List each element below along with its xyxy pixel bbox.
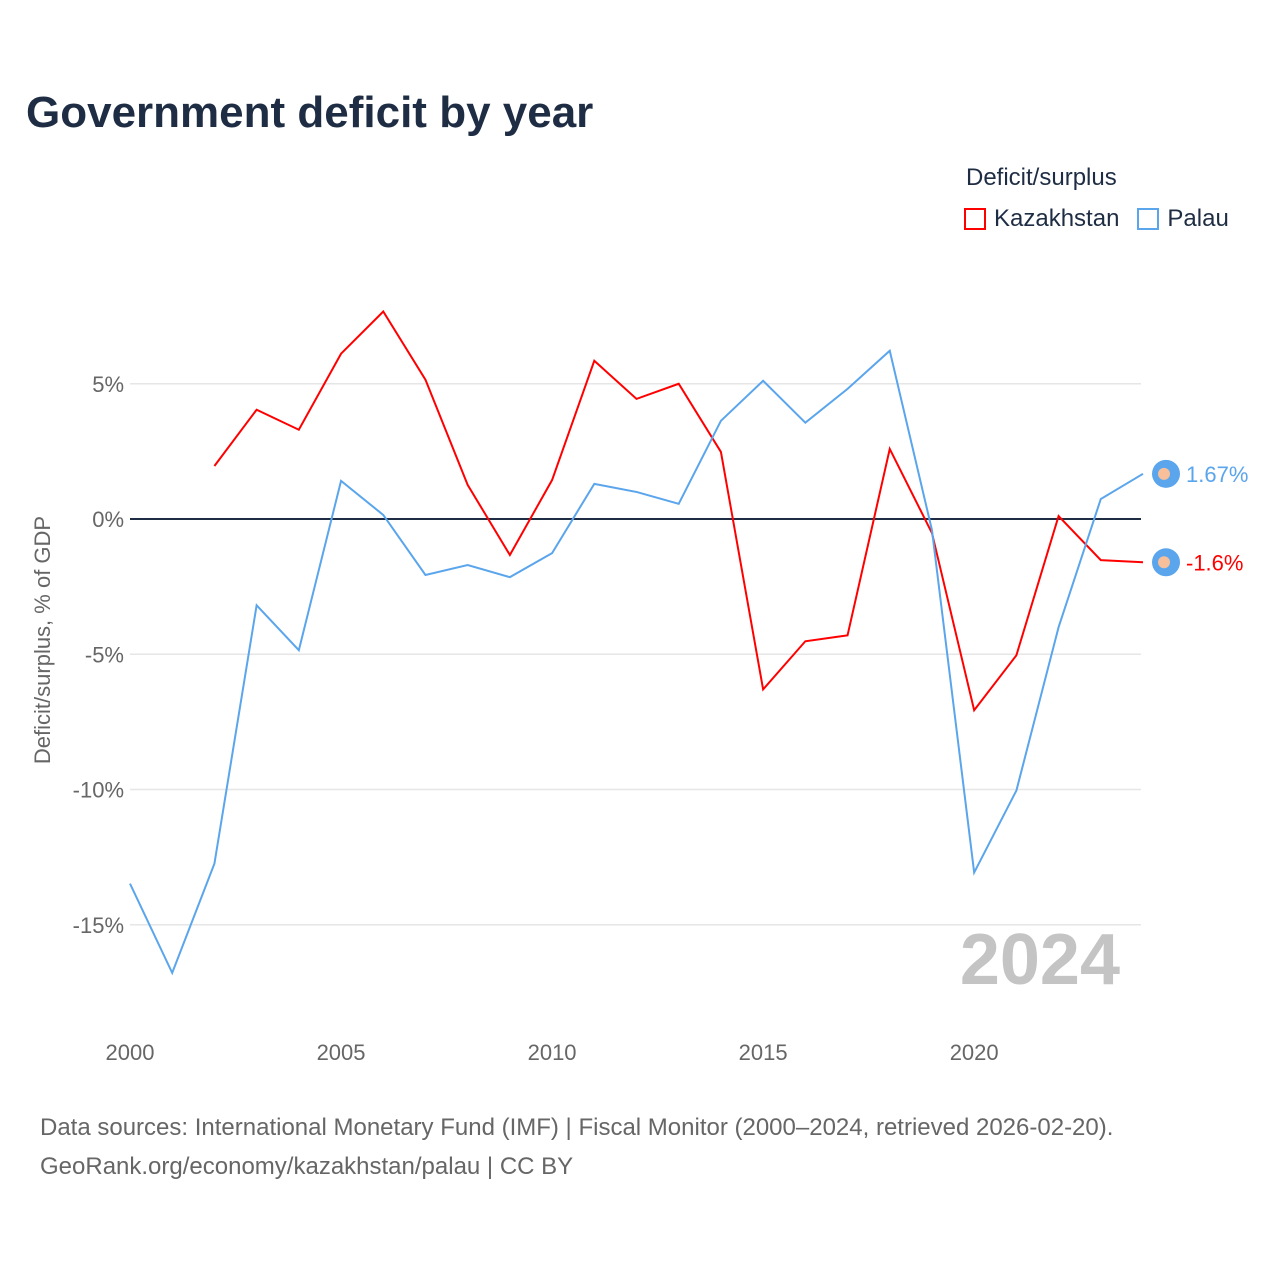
y-tick-label: 0%: [92, 507, 124, 532]
legend-label: Palau: [1167, 205, 1229, 232]
year-watermark: 2024: [960, 920, 1120, 1000]
x-tick-label: 2000: [106, 1040, 155, 1065]
legend-item-palau[interactable]: Palau: [1137, 205, 1229, 233]
source-text: Data sources: International Monetary Fun…: [40, 1114, 1114, 1141]
x-tick-label: 2005: [317, 1040, 366, 1065]
x-tick-label: 2010: [528, 1040, 577, 1065]
series-line-kazakhstan: [213, 309, 1144, 713]
y-tick-label: -5%: [85, 642, 124, 667]
y-tick-label: 5%: [92, 372, 124, 397]
y-axis-label: Deficit/surplus, % of GDP: [30, 516, 55, 764]
legend-title: Deficit/surplus: [966, 164, 1117, 191]
x-tick-label: 2015: [739, 1040, 788, 1065]
y-tick-label: -10%: [73, 778, 124, 803]
end-value-label: -1.6%: [1186, 550, 1243, 575]
legend: Kazakhstan Palau: [964, 205, 1229, 233]
chart-title: Government deficit by year: [26, 88, 594, 137]
legend-swatch: [964, 208, 986, 230]
end-value-label: 1.67%: [1186, 462, 1248, 487]
flag-emblem-icon: [1158, 556, 1170, 569]
flag-emblem-icon: [1158, 467, 1170, 480]
legend-item-kazakhstan[interactable]: Kazakhstan: [964, 205, 1119, 233]
x-tick-label: 2020: [950, 1040, 999, 1065]
y-tick-label: -15%: [73, 913, 124, 938]
legend-swatch: [1137, 208, 1160, 230]
footer: Data sources: International Monetary Fun…: [40, 1108, 1113, 1186]
legend-label: Kazakhstan: [994, 205, 1120, 232]
attribution-link[interactable]: GeoRank.org/economy/kazakhstan/palau | C…: [40, 1153, 574, 1180]
series-line-palau: [129, 348, 1144, 976]
